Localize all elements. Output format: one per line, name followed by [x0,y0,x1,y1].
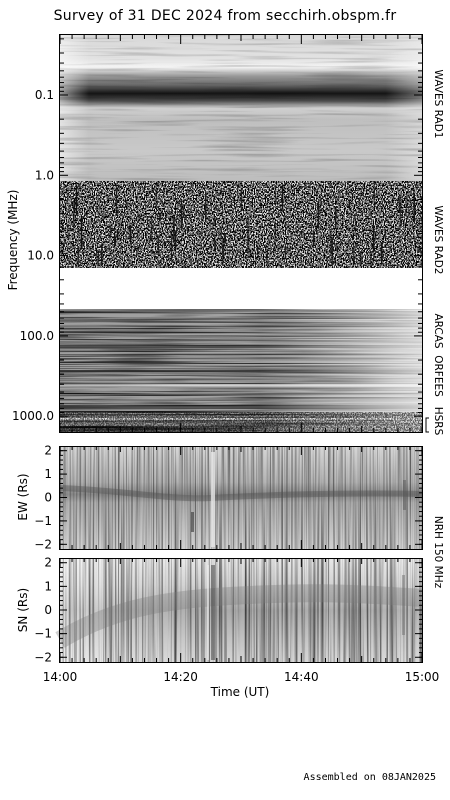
ew-tick-label: 1 [44,467,52,481]
sn-axis-label: SN (Rs) [16,588,30,632]
axis-tick-labels: 0.1 1.0 10.0 100.0 1000.0 2 1 0 −1 −2 2 1 0 −1 −2 14:00… [12,88,439,684]
spectrum-frame [59,34,423,433]
ew-axis-label: EW (Rs) [16,473,30,520]
ew-tick-label: 0 [44,491,52,505]
time-tick-label: 14:40 [284,670,319,684]
instrument-label-waves-rad1: WAVES RAD1 [432,70,444,139]
frequency-axis-label: Frequency (MHz) [6,190,20,291]
sn-tick-label: −1 [34,627,52,641]
sn-tick-label: 1 [44,579,52,593]
time-tick-label: 15:00 [405,670,440,684]
time-tick-label: 14:00 [43,670,78,684]
freq-tick-label: 1.0 [35,168,54,182]
instrument-label-arcas: ARCAS [432,313,444,348]
freq-tick-label: 10.0 [27,249,54,263]
ew-map [59,446,423,549]
freq-tick-label: 0.1 [35,88,54,102]
hsrs-bracket [425,417,429,433]
time-tick-label: 14:20 [163,670,198,684]
time-axis-label: Time (UT) [210,685,270,699]
ew-tick-label: −2 [34,537,52,551]
sn-tick-label: 0 [44,603,52,617]
sn-map [55,559,423,662]
chart-title: Survey of 31 DEC 2024 from secchirh.obsp… [53,8,397,24]
axis-ticks [59,35,423,662]
sn-tick-label: −2 [34,650,52,664]
instrument-label-hsrs: HSRS [432,407,444,436]
instrument-label-waves-rad2: WAVES RAD2 [432,206,444,275]
orfees-spectrum [60,309,422,432]
instrument-label-orfees: ORFEES [432,355,444,397]
ew-tick-label: 2 [44,444,52,458]
rad1-spectrum [60,35,422,181]
freq-tick-label: 100.0 [20,329,54,343]
rad2-spectrum [60,181,422,268]
freq-tick-label: 1000.0 [12,409,54,423]
ew-tick-label: −1 [34,514,52,528]
nrh-label: NRH 150 MHz [432,516,444,589]
assembled-footer: Assembled on 08JAN2025 [303,772,436,783]
sn-tick-label: 2 [44,556,52,570]
